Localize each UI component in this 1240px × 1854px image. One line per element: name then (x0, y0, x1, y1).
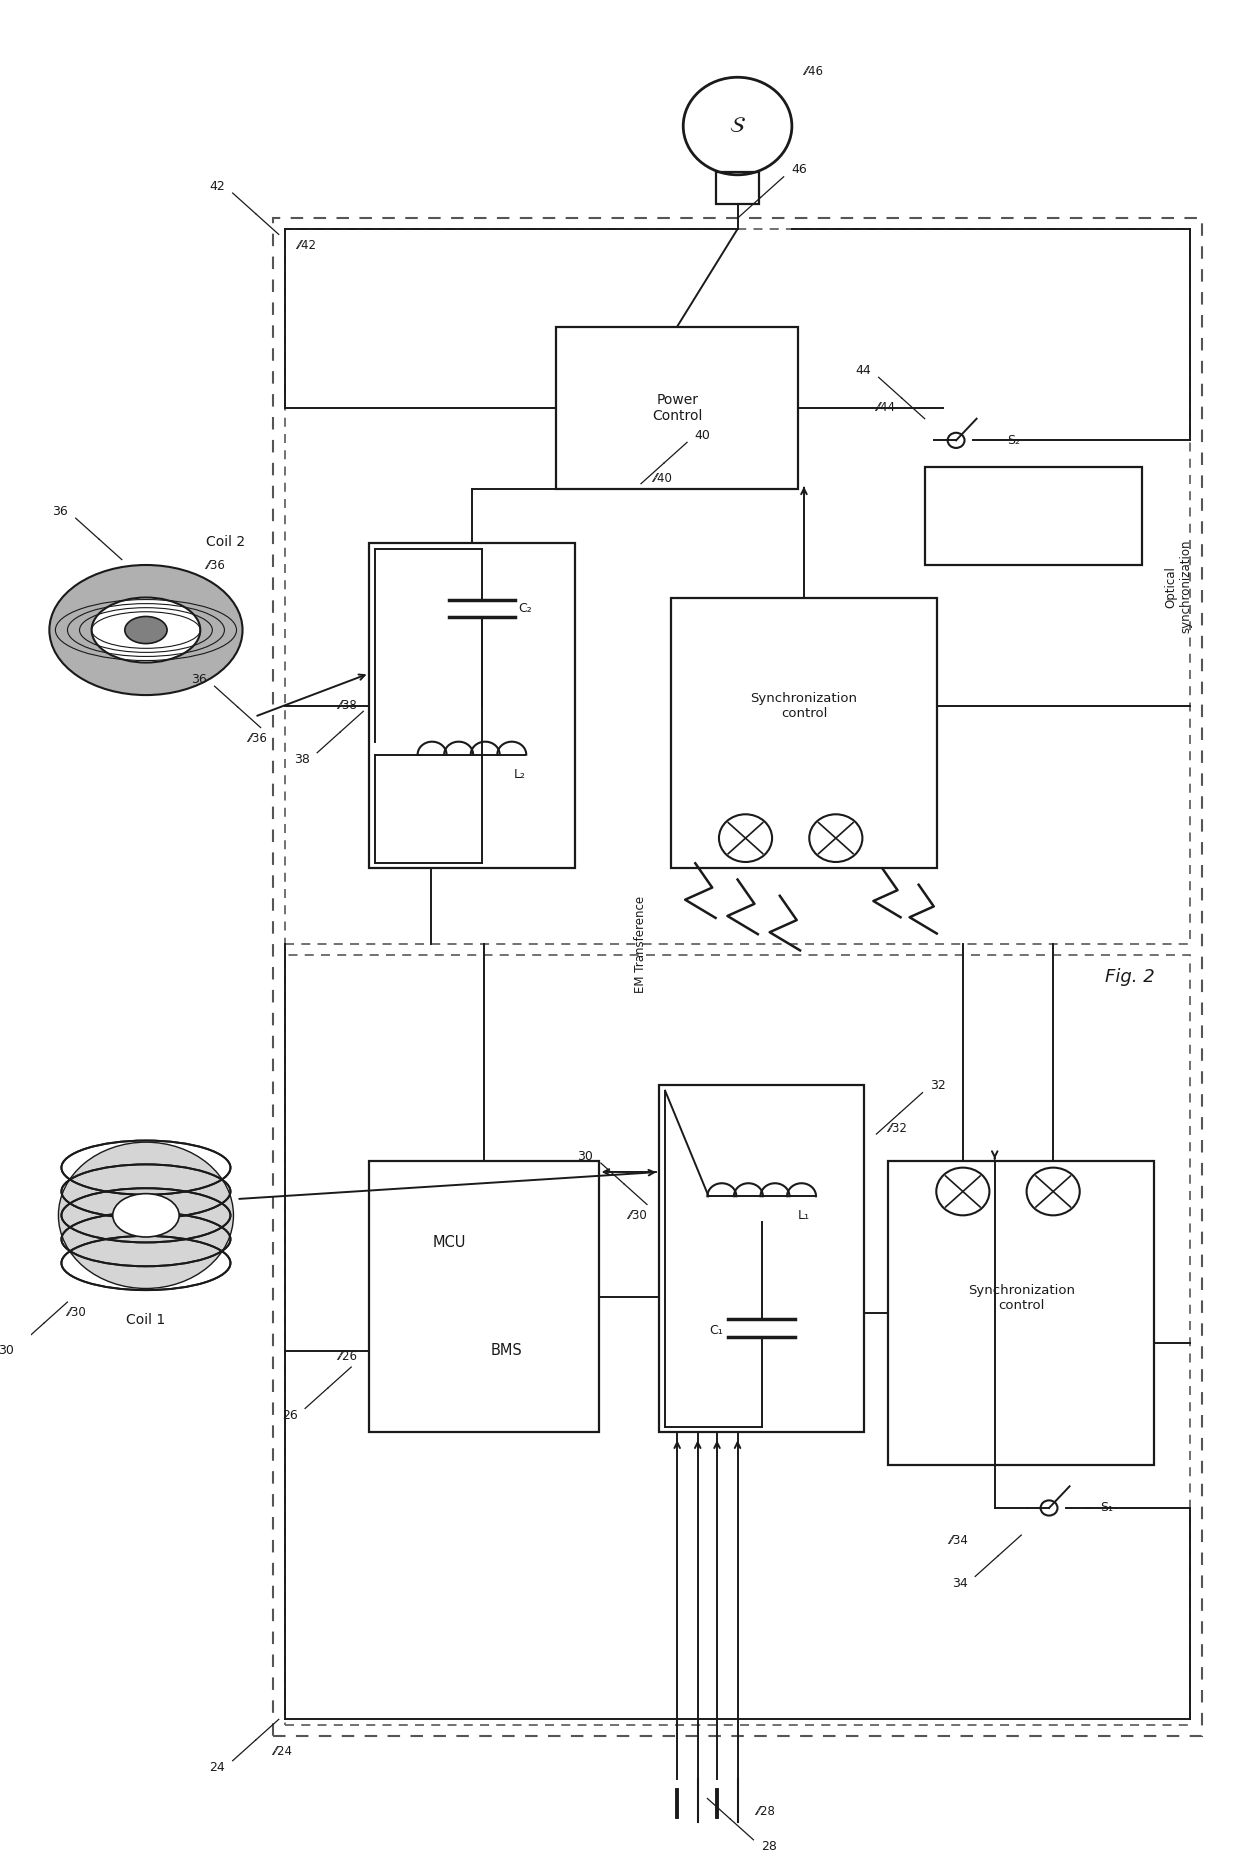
Text: 26: 26 (281, 1409, 298, 1422)
Text: 34: 34 (952, 1578, 967, 1591)
Text: 46: 46 (791, 163, 807, 176)
Ellipse shape (50, 565, 243, 695)
FancyBboxPatch shape (889, 1161, 1154, 1465)
Text: ⁄⁄30: ⁄⁄30 (67, 1307, 87, 1320)
Text: 40: 40 (694, 428, 711, 441)
FancyBboxPatch shape (671, 597, 936, 868)
Text: ⁄⁄40: ⁄⁄40 (653, 471, 672, 484)
Text: $\mathcal{S}$: $\mathcal{S}$ (729, 117, 746, 135)
Text: ⁄⁄42: ⁄⁄42 (296, 239, 316, 252)
Text: L₂: L₂ (515, 768, 526, 781)
Text: Coil 2: Coil 2 (206, 534, 246, 549)
Ellipse shape (92, 597, 201, 662)
Text: ⁄⁄36: ⁄⁄36 (248, 732, 268, 745)
FancyBboxPatch shape (660, 1085, 864, 1431)
Text: 36: 36 (52, 504, 68, 517)
Text: ⁄⁄28: ⁄⁄28 (755, 1806, 775, 1819)
Text: 42: 42 (210, 180, 224, 193)
Text: Optical
synchronization: Optical synchronization (1164, 540, 1192, 634)
Text: ⁄⁄26: ⁄⁄26 (339, 1350, 357, 1363)
FancyBboxPatch shape (715, 172, 759, 204)
Text: S₂: S₂ (1007, 434, 1019, 447)
Text: 44: 44 (856, 363, 870, 376)
Ellipse shape (113, 1194, 179, 1237)
Text: ⁄⁄36: ⁄⁄36 (206, 558, 226, 571)
Text: ⁄⁄24: ⁄⁄24 (273, 1745, 291, 1758)
Text: C₁: C₁ (709, 1324, 723, 1337)
Text: Coil 1: Coil 1 (126, 1313, 166, 1327)
Text: 24: 24 (210, 1761, 224, 1774)
Text: ⁄⁄38: ⁄⁄38 (339, 699, 357, 712)
FancyBboxPatch shape (557, 326, 797, 489)
Text: Synchronization
control: Synchronization control (750, 692, 857, 719)
Text: 30: 30 (0, 1344, 14, 1357)
Text: Fig. 2: Fig. 2 (1105, 968, 1154, 986)
Text: ⁄⁄44: ⁄⁄44 (877, 400, 895, 413)
Text: ⁄⁄46: ⁄⁄46 (804, 65, 823, 78)
Text: L₁: L₁ (797, 1209, 810, 1222)
Text: 28: 28 (761, 1841, 777, 1854)
Text: Synchronization
control: Synchronization control (967, 1283, 1075, 1311)
FancyBboxPatch shape (925, 467, 1142, 565)
Text: BMS: BMS (491, 1344, 523, 1359)
Ellipse shape (125, 617, 167, 643)
FancyBboxPatch shape (370, 543, 574, 868)
Text: ⁄⁄34: ⁄⁄34 (949, 1533, 967, 1546)
FancyBboxPatch shape (370, 1161, 599, 1431)
Ellipse shape (58, 1142, 233, 1289)
Text: S₁: S₁ (1100, 1502, 1112, 1515)
Text: MCU: MCU (433, 1235, 466, 1250)
Text: 32: 32 (930, 1079, 946, 1092)
Text: 30: 30 (578, 1149, 593, 1162)
Text: Power
Control: Power Control (652, 393, 702, 423)
Text: ⁄⁄30: ⁄⁄30 (629, 1209, 647, 1222)
Text: 36: 36 (191, 673, 207, 686)
Text: ⁄⁄32: ⁄⁄32 (889, 1122, 908, 1135)
Text: C₂: C₂ (518, 603, 532, 616)
Text: EM Transference: EM Transference (635, 895, 647, 994)
Text: 38: 38 (294, 753, 310, 766)
